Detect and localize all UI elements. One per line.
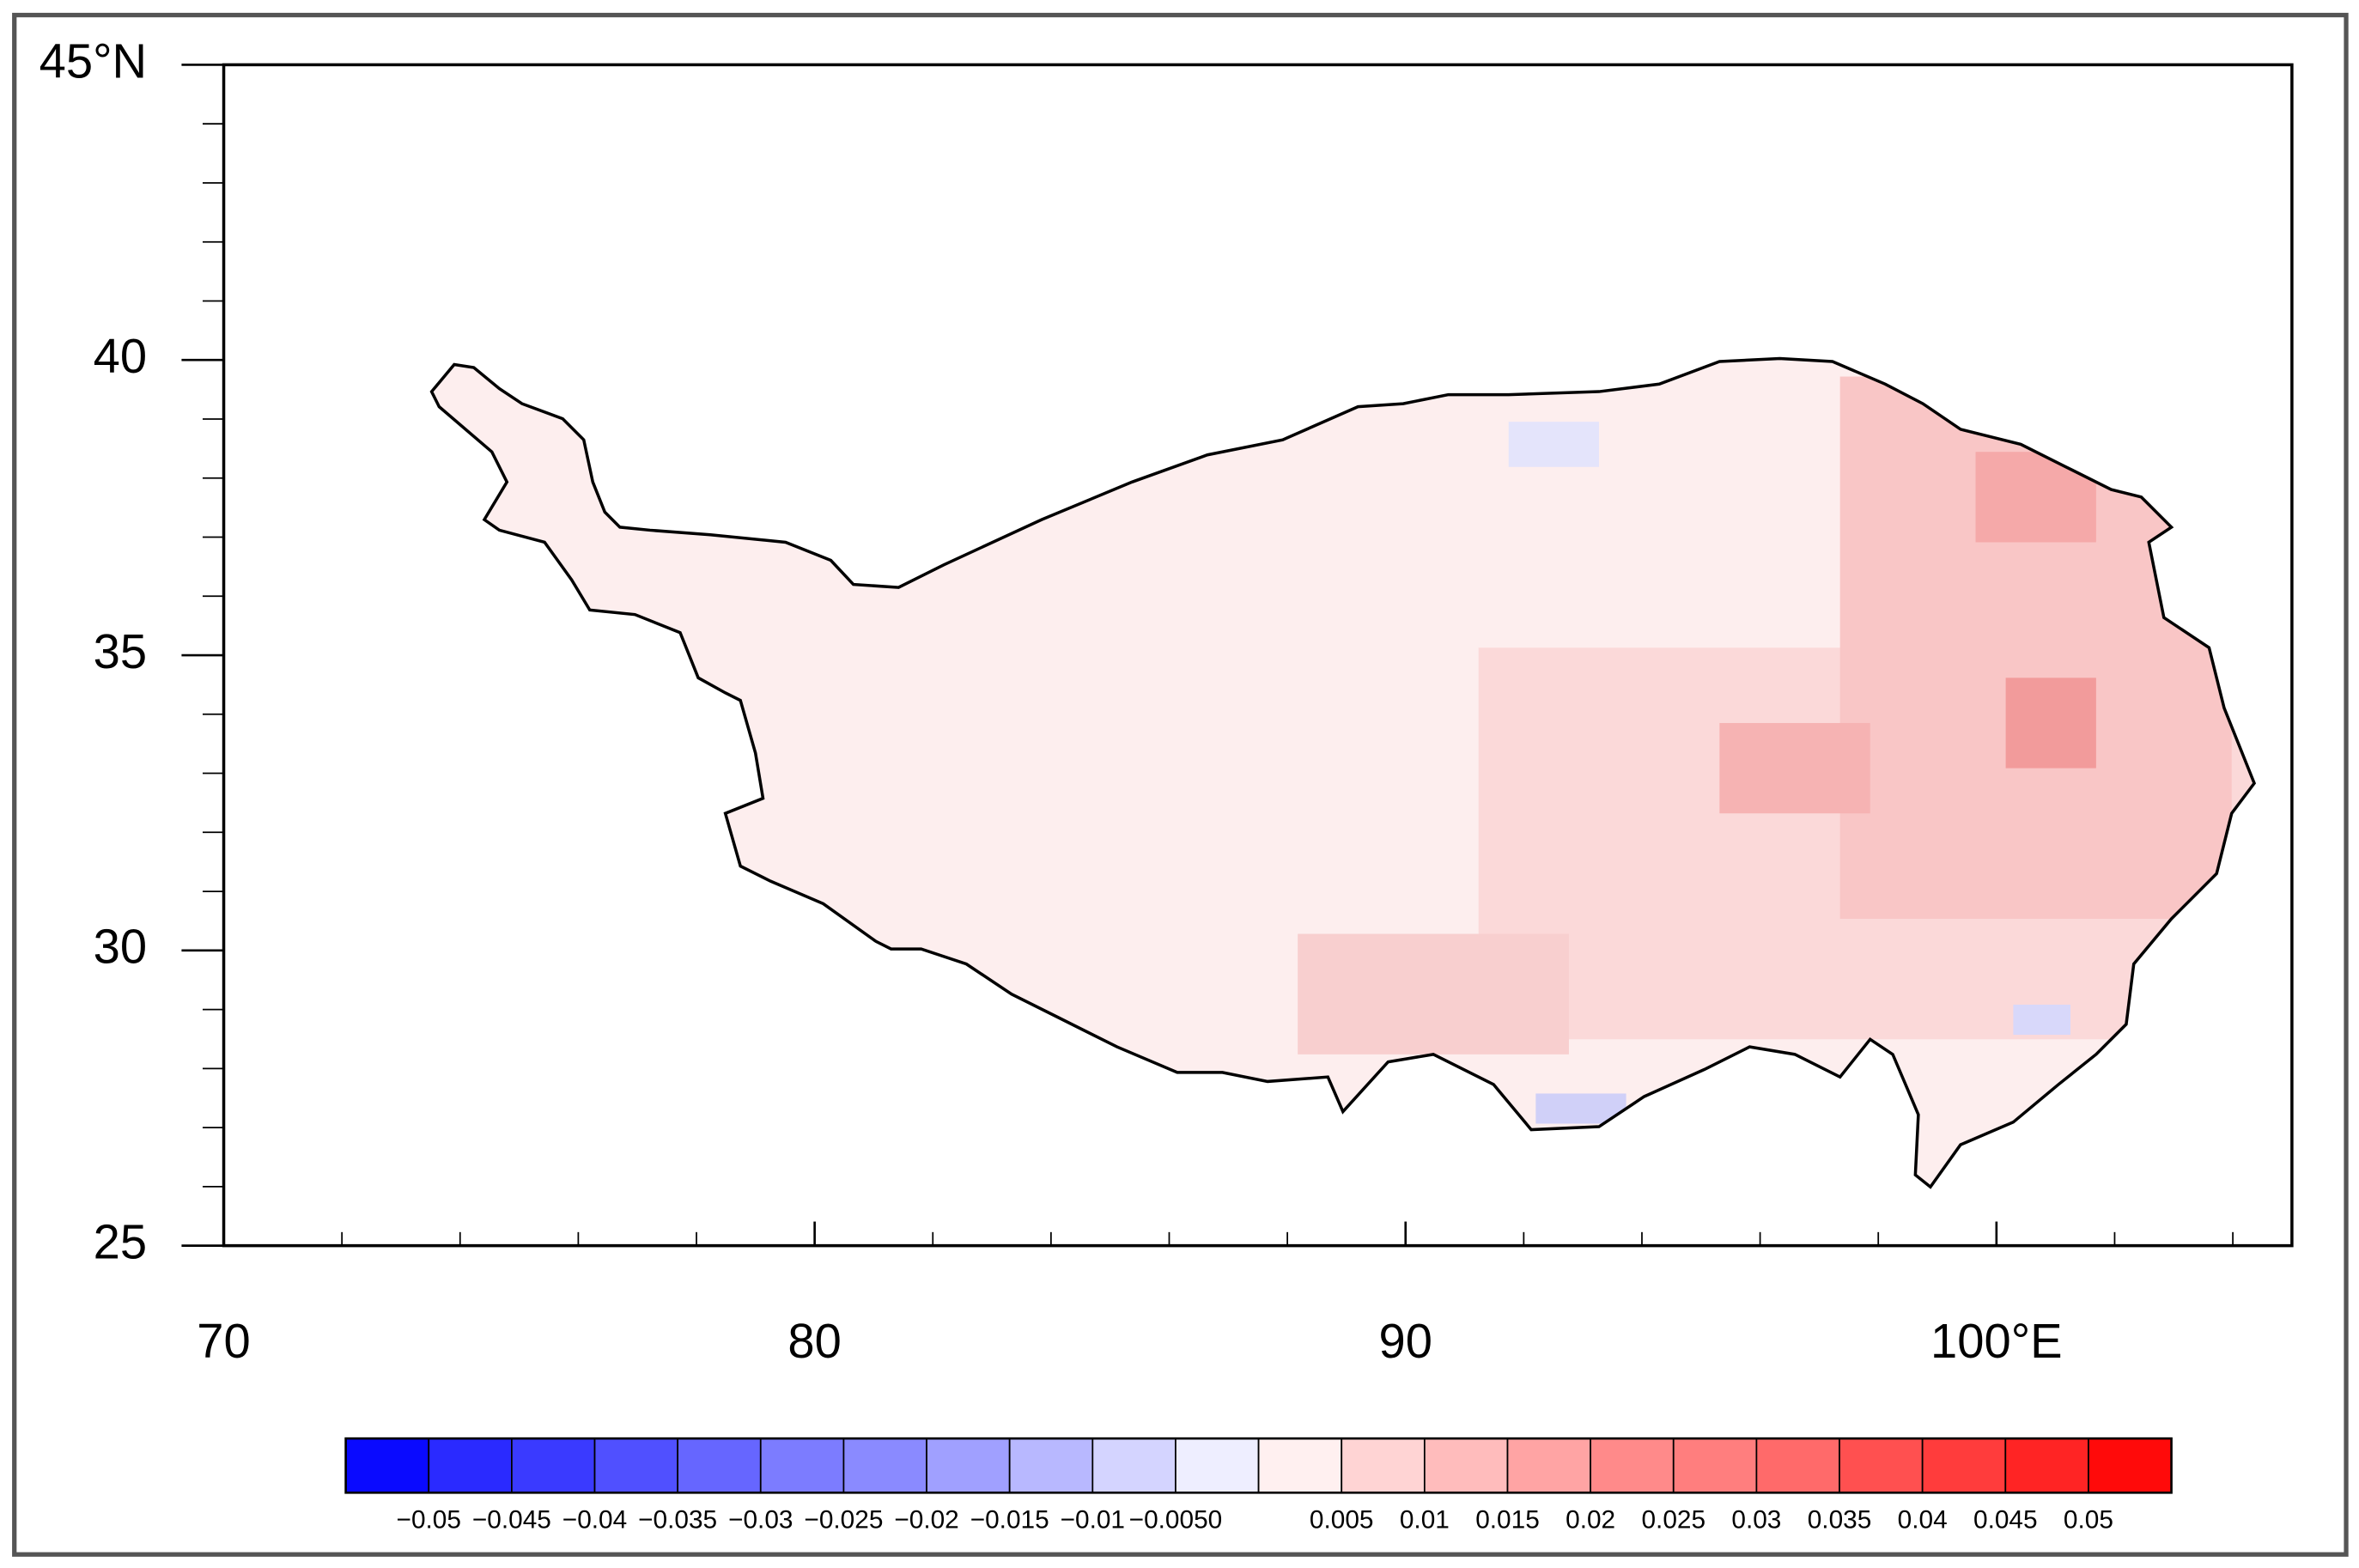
colorbar-box: [2004, 1437, 2089, 1494]
colorbar-box: [842, 1437, 927, 1494]
colorbar-box: [1672, 1437, 1758, 1494]
colorbar-label: −0.035: [638, 1505, 717, 1534]
shade-patch: [1298, 933, 1569, 1054]
colorbar-box: [759, 1437, 845, 1494]
colorbar-label: −0.04: [562, 1505, 627, 1534]
colorbar-box: [1590, 1437, 1675, 1494]
colorbar-box: [593, 1437, 679, 1494]
colorbar-label: 0.025: [1641, 1505, 1705, 1534]
y-tick-label: 45°N: [40, 33, 147, 88]
colorbar-box: [926, 1437, 1011, 1494]
colorbar-label: 0.005: [1310, 1505, 1374, 1534]
colorbar-box: [1921, 1437, 2007, 1494]
colorbar-box: [1008, 1437, 1094, 1494]
x-tick-label: 80: [787, 1314, 841, 1368]
colorbar-frame: [344, 1437, 2173, 1494]
x-tick-label: 100°E: [1930, 1314, 2063, 1368]
y-tick-label: 30: [94, 920, 147, 974]
colorbar-box: [1839, 1437, 1924, 1494]
shade-patch: [2005, 678, 2096, 769]
colorbar-label: −0.0050: [1129, 1505, 1223, 1534]
colorbar-label: 0.01: [1400, 1505, 1450, 1534]
shade-patch: [2013, 1004, 2071, 1036]
colorbar-label: −0.045: [472, 1505, 551, 1534]
colorbar-label: −0.025: [804, 1505, 883, 1534]
y-tick-label: 35: [94, 624, 147, 678]
x-tick-label: 70: [197, 1314, 250, 1368]
shade-patch: [1719, 722, 1870, 814]
colorbar-label: 0.04: [1898, 1505, 1948, 1534]
colorbar-box: [1341, 1437, 1426, 1494]
colorbar-label: 0.02: [1566, 1505, 1615, 1534]
colorbar-label: 0.015: [1475, 1505, 1540, 1534]
shade-patch: [1508, 422, 1600, 467]
colorbar-box: [1423, 1437, 1509, 1494]
colorbar-label: −0.01: [1061, 1505, 1125, 1534]
colorbar-label: −0.015: [970, 1505, 1049, 1534]
colorbar-box: [1091, 1437, 1176, 1494]
y-tick-label: 25: [94, 1214, 147, 1268]
colorbar-label: 0.045: [1973, 1505, 2038, 1534]
colorbar-label: 0.03: [1731, 1505, 1781, 1534]
colorbar-label: −0.03: [728, 1505, 793, 1534]
y-tick-label: 40: [94, 329, 147, 383]
colorbar-box: [511, 1437, 596, 1494]
colorbar-label: 0.035: [1808, 1505, 1872, 1534]
colorbar-label: 0.05: [2064, 1505, 2113, 1534]
x-tick-label: 90: [1379, 1314, 1432, 1368]
colorbar-box: [2088, 1437, 2173, 1494]
colorbar-box: [1175, 1437, 1260, 1494]
colorbar-box: [1755, 1437, 1840, 1494]
colorbar-label: −0.05: [397, 1505, 461, 1534]
colorbar-box: [428, 1437, 513, 1494]
colorbar-box: [1506, 1437, 1592, 1494]
colorbar-box: [344, 1437, 430, 1494]
colorbar-box: [1257, 1437, 1343, 1494]
colorbar-box: [677, 1437, 762, 1494]
colorbar-label: −0.02: [894, 1505, 958, 1534]
